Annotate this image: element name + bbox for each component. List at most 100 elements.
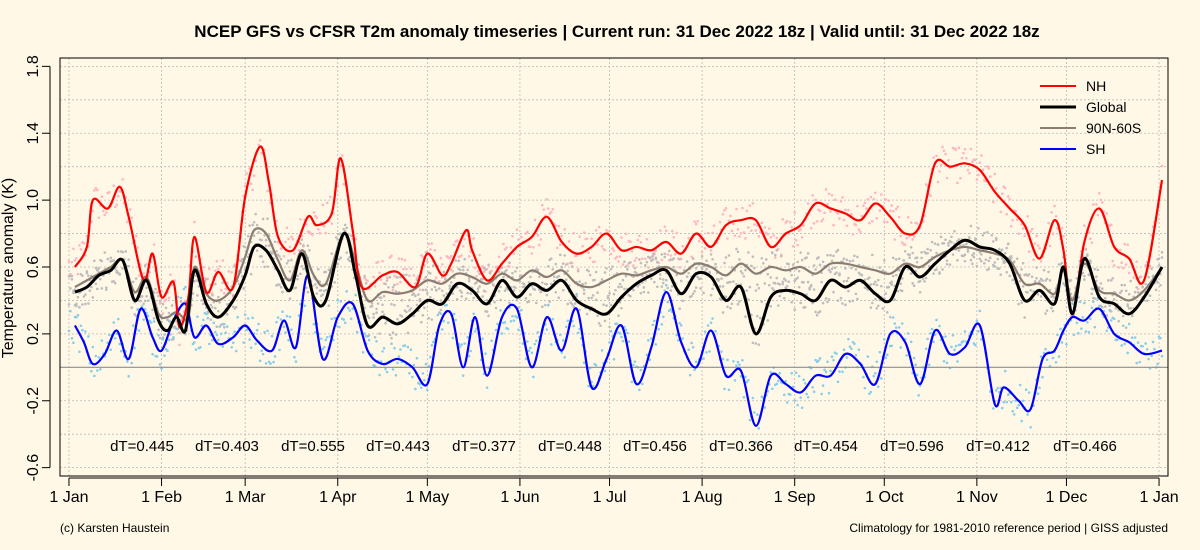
scatter-point-90n-60s xyxy=(871,253,874,257)
scatter-point-sh xyxy=(248,338,251,341)
scatter-point-global xyxy=(797,285,801,289)
scatter-point-global xyxy=(653,280,656,284)
scatter-point-global xyxy=(524,297,528,300)
scatter-point-sh xyxy=(303,304,307,308)
scatter-point-90n-60s xyxy=(1087,273,1091,276)
scatter-point-nh xyxy=(851,232,855,236)
scatter-point-global xyxy=(803,305,807,309)
scatter-point-sh xyxy=(927,363,931,367)
scatter-point-90n-60s xyxy=(449,268,453,271)
scatter-point-sh xyxy=(158,363,162,366)
scatter-point-sh xyxy=(1159,336,1162,340)
scatter-point-90n-60s xyxy=(273,240,277,244)
scatter-point-sh xyxy=(420,386,423,389)
scatter-point-90n-60s xyxy=(963,259,967,263)
scatter-point-90n-60s xyxy=(561,262,565,265)
scatter-point-nh xyxy=(827,192,831,196)
scatter-point-nh xyxy=(1117,266,1121,269)
scatter-point-90n-60s xyxy=(127,258,130,261)
scatter-point-global xyxy=(787,280,791,284)
scatter-point-sh xyxy=(687,348,690,351)
scatter-point-nh xyxy=(178,343,181,347)
scatter-point-sh xyxy=(1144,342,1147,345)
scatter-point-nh xyxy=(664,229,668,233)
scatter-point-90n-60s xyxy=(756,283,759,286)
scatter-point-sh xyxy=(1150,354,1153,358)
scatter-point-sh xyxy=(879,377,883,380)
scatter-point-90n-60s xyxy=(687,271,690,275)
scatter-point-nh xyxy=(959,176,962,180)
scatter-point-90n-60s xyxy=(581,282,584,286)
scatter-point-90n-60s xyxy=(1145,299,1149,303)
scatter-point-sh xyxy=(202,318,205,322)
scatter-point-global xyxy=(991,240,995,243)
scatter-point-nh xyxy=(222,291,226,295)
scatter-point-sh xyxy=(454,318,458,322)
scatter-point-90n-60s xyxy=(476,287,480,290)
scatter-point-global xyxy=(911,282,914,285)
scatter-point-sh xyxy=(1026,413,1029,416)
scatter-point-global xyxy=(824,297,828,300)
scatter-point-sh xyxy=(460,343,463,346)
scatter-point-global xyxy=(167,311,171,315)
scatter-point-90n-60s xyxy=(1044,279,1047,282)
scatter-point-sh xyxy=(75,316,78,319)
scatter-point-sh xyxy=(661,315,665,319)
scatter-point-nh xyxy=(208,267,211,271)
x-tick-label: 1 Oct xyxy=(865,489,904,506)
scatter-point-nh xyxy=(781,218,785,221)
scatter-point-90n-60s xyxy=(372,312,375,316)
scatter-point-sh xyxy=(915,373,919,377)
scatter-point-global xyxy=(957,238,961,241)
scatter-point-sh xyxy=(651,323,655,327)
scatter-point-90n-60s xyxy=(882,259,886,262)
scatter-point-sh xyxy=(693,368,696,372)
scatter-point-global xyxy=(300,238,304,241)
scatter-point-sh xyxy=(363,332,366,335)
scatter-point-nh xyxy=(624,232,628,236)
scatter-point-sh xyxy=(297,314,301,317)
scatter-point-nh xyxy=(1090,241,1094,244)
scatter-point-nh xyxy=(936,180,940,184)
scatter-point-global xyxy=(836,299,840,302)
scatter-point-sh xyxy=(803,381,807,385)
scatter-point-sh xyxy=(269,362,272,365)
scatter-point-sh xyxy=(736,360,740,364)
scatter-point-sh xyxy=(566,319,570,323)
scatter-point-global xyxy=(541,305,544,308)
scatter-point-90n-60s xyxy=(533,288,537,291)
scatter-point-global xyxy=(769,304,773,308)
scatter-layer xyxy=(67,138,1164,444)
scatter-point-90n-60s xyxy=(841,260,844,263)
scatter-point-nh xyxy=(885,220,889,224)
scatter-point-sh xyxy=(776,379,780,383)
scatter-point-sh xyxy=(853,342,856,346)
scatter-point-sh xyxy=(582,361,586,365)
scatter-point-global xyxy=(670,285,674,288)
scatter-point-nh xyxy=(593,260,596,264)
scatter-point-90n-60s xyxy=(814,268,817,271)
scatter-point-global xyxy=(1045,309,1049,312)
scatter-point-90n-60s xyxy=(93,259,96,263)
scatter-point-sh xyxy=(666,300,670,304)
scatter-point-global xyxy=(91,296,95,299)
scatter-point-global xyxy=(891,274,895,278)
scatter-point-nh xyxy=(169,273,172,276)
scatter-point-global xyxy=(572,305,575,308)
scatter-point-global xyxy=(515,298,519,302)
scatter-point-90n-60s xyxy=(620,285,623,289)
scatter-point-90n-60s xyxy=(1157,263,1161,267)
scatter-point-90n-60s xyxy=(1148,264,1152,268)
scatter-point-nh xyxy=(275,219,278,223)
scatter-point-90n-60s xyxy=(300,264,304,268)
scatter-point-90n-60s xyxy=(443,278,447,281)
grid-layer xyxy=(60,58,1168,476)
scatter-point-90n-60s xyxy=(797,269,801,273)
scatter-point-sh xyxy=(909,340,913,344)
scatter-point-90n-60s xyxy=(515,266,519,270)
scatter-point-nh xyxy=(215,259,219,263)
scatter-point-sh xyxy=(935,318,938,322)
scatter-point-90n-60s xyxy=(321,293,325,296)
scatter-point-sh xyxy=(452,312,456,316)
series-line-nh xyxy=(73,145,1164,329)
